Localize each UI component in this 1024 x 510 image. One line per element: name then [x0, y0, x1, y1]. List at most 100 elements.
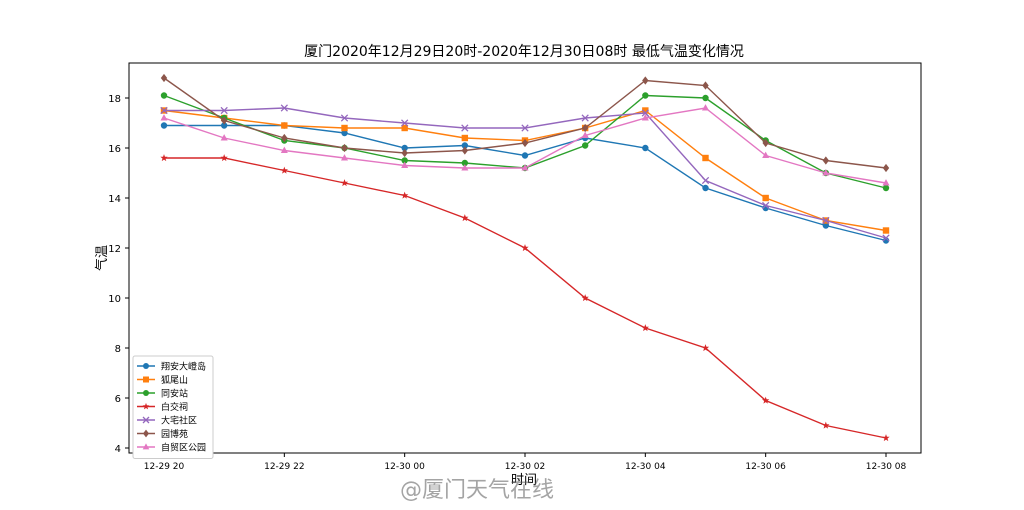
data-point — [642, 107, 649, 114]
data-point — [882, 179, 890, 186]
data-point — [882, 163, 890, 173]
data-point — [160, 114, 168, 121]
data-point — [882, 184, 890, 192]
data-point — [581, 131, 589, 139]
data-point — [281, 133, 288, 143]
data-point — [882, 227, 890, 234]
data-point — [581, 142, 589, 149]
data-point — [642, 76, 649, 85]
data-point — [461, 134, 469, 142]
data-point — [642, 144, 649, 152]
data-point — [822, 222, 830, 229]
data-point — [521, 138, 529, 148]
legend-item: 园博苑 — [137, 428, 188, 440]
data-point — [143, 390, 149, 396]
legend-label: 狐尾山 — [161, 374, 188, 386]
data-point — [461, 214, 469, 222]
x-tick-label: 12-30 00 — [384, 462, 425, 472]
y-tick-label: 4 — [115, 444, 121, 455]
data-point — [461, 164, 469, 171]
legend-item: 翔安大嶝岛 — [137, 361, 206, 373]
data-point — [641, 324, 649, 332]
data-point — [701, 104, 710, 111]
data-point — [762, 151, 770, 159]
y-axis-label: 气温 — [94, 245, 110, 271]
data-point — [762, 396, 770, 404]
data-point — [280, 146, 288, 154]
series-line — [164, 157, 887, 439]
data-point — [762, 194, 769, 202]
y-tick-label: 12 — [108, 244, 121, 255]
chart-title: 厦门2020年12月29日20时-2020年12月30日08时 最低气温变化情况 — [304, 44, 744, 60]
x-tick-label: 12-29 20 — [144, 462, 185, 472]
data-point — [281, 122, 288, 129]
x-tick-label: 12-30 02 — [505, 462, 545, 472]
data-point — [220, 122, 228, 129]
data-point — [160, 73, 168, 83]
series-4 — [160, 104, 890, 242]
legend-item: 狐尾山 — [137, 374, 188, 386]
data-point — [142, 443, 150, 450]
data-point — [220, 154, 228, 162]
data-point — [822, 156, 830, 165]
legend-label: 自贸区公园 — [161, 442, 206, 454]
data-point — [341, 129, 348, 137]
data-point — [701, 344, 710, 352]
data-point — [160, 106, 168, 115]
data-point — [461, 124, 469, 132]
series-3 — [160, 154, 890, 442]
data-point — [521, 152, 529, 159]
data-point — [142, 402, 150, 410]
data-point — [401, 148, 408, 158]
data-point — [461, 159, 469, 167]
data-point — [521, 164, 529, 171]
data-point — [642, 92, 649, 99]
data-point — [702, 81, 709, 90]
watermark: @厦门天气在线 — [400, 478, 555, 503]
y-axis: 4 6 8 10 12 14 16 18 — [108, 94, 129, 455]
legend-label: 同安站 — [161, 388, 188, 400]
data-point — [822, 421, 830, 429]
x-tick-label: 12-30 04 — [625, 462, 666, 472]
data-point — [143, 429, 149, 438]
data-point — [581, 114, 589, 122]
data-point — [822, 169, 830, 176]
data-point — [160, 154, 168, 162]
data-point — [341, 124, 348, 132]
legend-item: 同安站 — [137, 388, 188, 400]
x-axis-label: 时间 — [511, 473, 537, 488]
data-point — [581, 294, 589, 302]
series-6 — [160, 104, 890, 186]
data-point — [702, 184, 709, 192]
y-tick-label: 6 — [115, 394, 121, 405]
data-point — [702, 94, 709, 102]
data-point — [220, 116, 228, 125]
data-point — [220, 134, 228, 141]
data-point — [762, 201, 770, 210]
legend-item: 白交祠 — [137, 401, 188, 413]
data-point — [581, 123, 589, 133]
x-axis: 12-29 20 12-29 22 12-30 00 12-30 02 12-30 04… — [144, 453, 907, 472]
data-point — [641, 109, 649, 117]
data-point — [401, 161, 409, 169]
data-point — [142, 416, 150, 424]
data-point — [220, 106, 228, 115]
data-point — [280, 166, 288, 174]
data-point — [143, 376, 149, 383]
data-point — [401, 144, 408, 152]
data-point — [340, 179, 349, 187]
data-point — [401, 124, 408, 132]
x-tick-label: 12-30 08 — [866, 462, 907, 472]
data-point — [340, 114, 349, 122]
data-point — [461, 142, 469, 149]
series-5 — [160, 73, 890, 173]
legend-label: 园博苑 — [161, 428, 188, 440]
x-tick-label: 12-29 22 — [264, 462, 304, 472]
y-tick-label: 8 — [115, 344, 121, 355]
data-point — [461, 146, 469, 155]
data-point — [521, 124, 529, 132]
data-point — [401, 119, 409, 127]
data-point — [882, 234, 890, 242]
y-tick-label: 18 — [108, 94, 121, 105]
